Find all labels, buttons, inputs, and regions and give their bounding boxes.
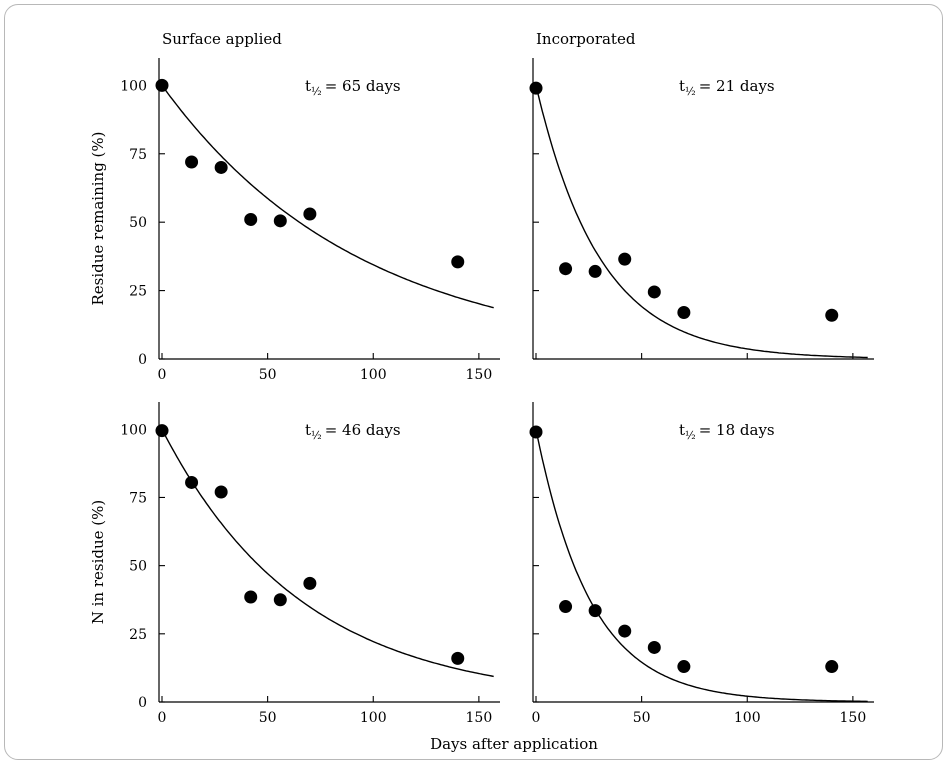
- incorporated-nitrogen-data-point: [677, 660, 691, 674]
- surface-residue-y-tick-label: 0: [138, 352, 147, 368]
- surface-residue-x-tick-label: 0: [158, 367, 167, 383]
- surface-residue-x-tick-label: 150: [466, 367, 493, 383]
- incorporated-residue-data-point: [529, 81, 543, 95]
- incorporated-nitrogen-data-point: [529, 425, 543, 439]
- incorporated-nitrogen-x-tick-label: 100: [734, 710, 761, 726]
- surface-residue-title: Surface applied: [162, 30, 282, 48]
- surface-residue-y-tick-label: 100: [120, 78, 147, 94]
- incorporated-nitrogen-half-life-label: t½ = 18 days: [679, 421, 775, 442]
- incorporated-nitrogen-data-point: [588, 604, 602, 618]
- surface-nitrogen-data-point: [244, 590, 258, 604]
- incorporated-residue-data-point: [559, 262, 573, 276]
- surface-residue-y-tick-label: 75: [129, 147, 147, 163]
- surface-nitrogen-data-point: [451, 651, 465, 665]
- panel-incorporated-nitrogen: 0 50 100 150 t½ = 18 days: [529, 402, 874, 726]
- surface-residue-data-point: [155, 78, 169, 92]
- surface-residue-data-point: [185, 155, 199, 169]
- surface-nitrogen-y-axis-label: N in residue (%): [89, 500, 107, 625]
- surface-nitrogen-x-tick-label: 50: [259, 710, 277, 726]
- surface-nitrogen-y-tick-label: 50: [129, 559, 147, 575]
- surface-residue-data-point: [214, 160, 228, 174]
- incorporated-nitrogen-data-point: [618, 624, 632, 638]
- surface-residue-data-point: [273, 214, 287, 228]
- incorporated-nitrogen-data-point: [647, 640, 661, 654]
- surface-nitrogen-x-tick-label: 150: [466, 710, 493, 726]
- incorporated-residue-data-point: [588, 264, 602, 278]
- incorporated-nitrogen-x-tick-label: 50: [633, 710, 651, 726]
- x-axis-label: Days after application: [430, 735, 598, 753]
- surface-residue-decay-curve: [161, 84, 494, 309]
- surface-nitrogen-y-tick-label: 0: [138, 695, 147, 711]
- panel-surface-residue: 0 25 50 75 100 0 50 100 150 Surface applied Residu…: [89, 30, 500, 383]
- surface-residue-y-axis-label: Residue remaining (%): [89, 131, 107, 305]
- surface-nitrogen-data-point: [273, 593, 287, 607]
- surface-nitrogen-y-tick-label: 100: [120, 422, 147, 438]
- incorporated-residue-half-life-label: t½ = 21 days: [679, 77, 775, 98]
- incorporated-residue-title: Incorporated: [536, 30, 636, 48]
- surface-residue-x-tick-label: 100: [360, 367, 387, 383]
- surface-residue-data-point: [244, 212, 258, 226]
- surface-nitrogen-half-life-label: t½ = 46 days: [305, 421, 401, 442]
- surface-nitrogen-decay-curve: [161, 428, 494, 678]
- incorporated-residue-decay-curve: [535, 85, 868, 359]
- surface-residue-x-tick-label: 50: [259, 367, 277, 383]
- incorporated-nitrogen-decay-curve: [535, 429, 868, 703]
- surface-residue-data-point: [451, 255, 465, 269]
- surface-nitrogen-y-tick-label: 75: [129, 490, 147, 506]
- incorporated-nitrogen-x-tick-label: 0: [532, 710, 541, 726]
- surface-nitrogen-data-point: [214, 485, 228, 499]
- incorporated-residue-data-point: [677, 305, 691, 319]
- surface-residue-data-point: [303, 207, 317, 221]
- panel-surface-nitrogen: 0 25 50 75 100 0 50 100 150 N in residue (%) t½ = 4…: [89, 402, 500, 726]
- surface-nitrogen-y-tick-label: 25: [129, 627, 147, 643]
- surface-nitrogen-x-tick-label: 0: [158, 710, 167, 726]
- surface-residue-y-tick-label: 50: [129, 215, 147, 231]
- surface-residue-half-life-label: t½ = 65 days: [305, 77, 401, 98]
- surface-nitrogen-data-point: [155, 424, 169, 438]
- surface-nitrogen-data-point: [303, 576, 317, 590]
- incorporated-residue-data-point: [618, 252, 632, 266]
- incorporated-nitrogen-x-tick-label: 150: [840, 710, 867, 726]
- surface-nitrogen-x-tick-label: 100: [360, 710, 387, 726]
- panel-incorporated-residue: Incorporated t½ = 21 days: [529, 30, 874, 360]
- surface-nitrogen-data-point: [185, 475, 199, 489]
- incorporated-nitrogen-data-point: [559, 600, 573, 614]
- incorporated-nitrogen-data-point: [825, 660, 839, 674]
- incorporated-residue-data-point: [647, 285, 661, 299]
- surface-residue-y-tick-label: 25: [129, 284, 147, 300]
- incorporated-residue-data-point: [825, 308, 839, 322]
- figure-frame: [4, 4, 943, 760]
